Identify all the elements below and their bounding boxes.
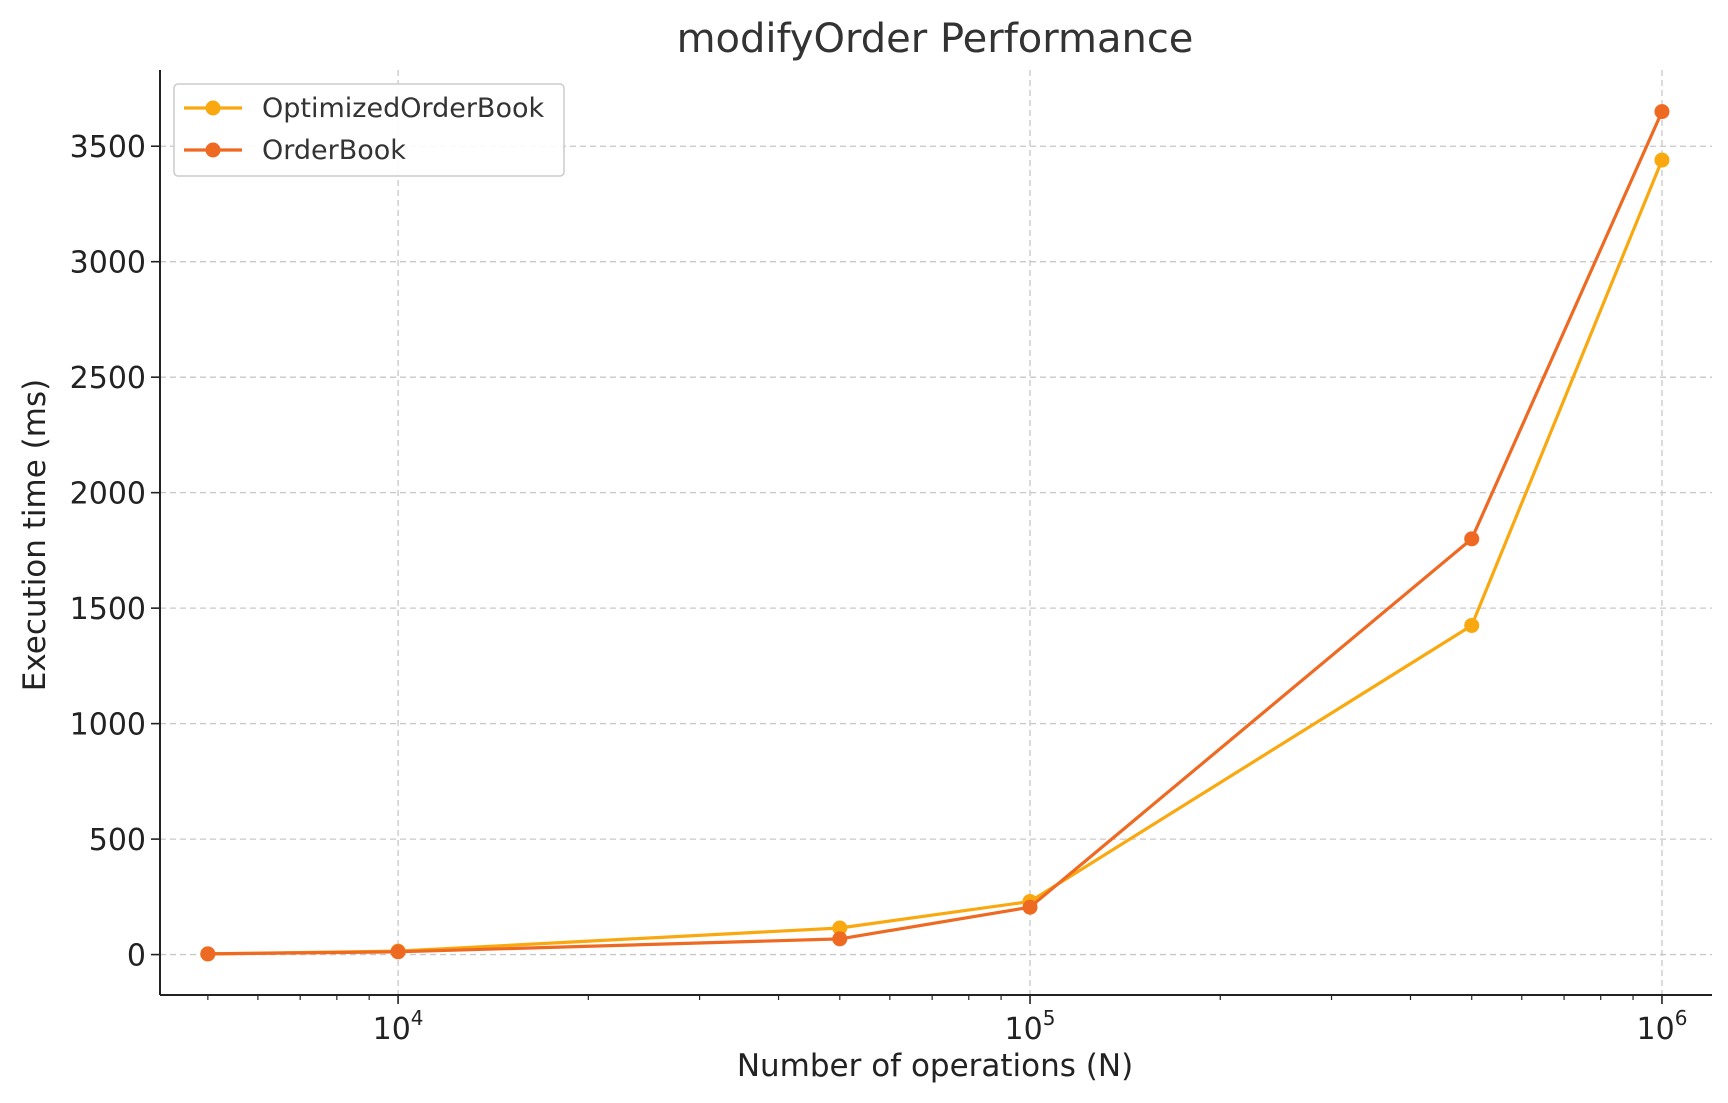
y-tick-label: 3000 xyxy=(70,246,146,281)
data-point xyxy=(832,931,848,947)
data-point xyxy=(200,946,216,962)
grid xyxy=(160,70,1712,995)
x-axis-label: Number of operations (N) xyxy=(737,1048,1133,1084)
y-tick-label: 0 xyxy=(127,939,146,974)
series-line-0 xyxy=(207,159,1664,956)
legend-box xyxy=(173,83,565,177)
y-tick-label: 1000 xyxy=(70,708,146,743)
data-point xyxy=(1022,899,1038,915)
y-tick-label: 2000 xyxy=(70,477,146,512)
legend-swatch-marker xyxy=(205,142,221,158)
y-tick-label: 2500 xyxy=(70,361,146,396)
data-point xyxy=(1464,531,1480,547)
series xyxy=(200,104,1670,962)
legend: OptimizedOrderBook OrderBook xyxy=(173,83,565,177)
legend-swatch-marker xyxy=(205,100,221,116)
x-tick-label: 106 xyxy=(1637,1006,1688,1047)
legend-label: OptimizedOrderBook xyxy=(262,93,544,124)
ticks: 0 500 1000 1500 2000 2500 3000 3500 104 105 106 xyxy=(70,130,1688,1047)
y-tick-label: 500 xyxy=(89,823,146,858)
x-tick-label: 105 xyxy=(1005,1006,1056,1047)
data-point xyxy=(832,920,848,936)
y-tick-label: 1500 xyxy=(70,592,146,627)
y-axis-label: Execution time (ms) xyxy=(17,379,53,691)
legend-label: OrderBook xyxy=(262,135,406,166)
chart-title: modifyOrder Performance xyxy=(677,16,1194,62)
data-point xyxy=(1464,617,1480,633)
data-point xyxy=(390,944,406,960)
y-tick-label: 3500 xyxy=(70,130,146,165)
x-tick-label: 104 xyxy=(373,1006,424,1047)
data-point xyxy=(1654,104,1670,120)
axes xyxy=(159,70,1712,996)
series-line-1 xyxy=(207,110,1664,956)
data-point xyxy=(1654,152,1670,168)
